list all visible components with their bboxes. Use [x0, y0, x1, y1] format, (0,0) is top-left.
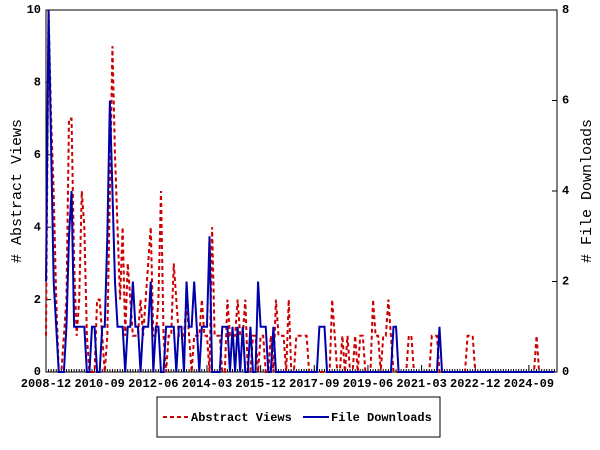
x-tick-label: 2019-06	[343, 377, 393, 391]
series-line	[45, 9, 555, 373]
x-tick-label: 2008-12	[21, 377, 71, 391]
y2-tick-label: 4	[562, 184, 569, 198]
x-tick-label: 2014-03	[182, 377, 232, 391]
y-tick-label: 2	[34, 293, 41, 307]
y-tick-label: 10	[27, 3, 41, 17]
x-tick-label: 2022-12	[450, 377, 500, 391]
y-tick-label: 8	[34, 76, 41, 90]
x-tick-label: 2021-03	[396, 377, 446, 391]
x-tick-label: 2015-12	[235, 377, 285, 391]
y-tick-label: 6	[34, 148, 41, 162]
y2-axis-title: # File Downloads	[579, 119, 596, 263]
y-tick-label: 0	[34, 365, 41, 379]
y-tick-label: 4	[34, 220, 41, 234]
y2-tick-label: 6	[562, 94, 569, 108]
x-tick-label: 2017-09	[289, 377, 339, 391]
legend-label: Abstract Views	[191, 411, 292, 425]
y2-tick-label: 2	[562, 275, 569, 289]
legend-label: File Downloads	[331, 411, 432, 425]
x-tick-label: 2012-06	[128, 377, 178, 391]
legend	[156, 396, 441, 438]
plot-frame	[45, 9, 558, 373]
x-tick-label: 2024-09	[504, 377, 554, 391]
y2-tick-label: 8	[562, 3, 569, 17]
y2-tick-label: 0	[562, 365, 569, 379]
y-axis-title: # Abstract Views	[9, 119, 26, 263]
x-tick-label: 2010-09	[74, 377, 124, 391]
series-line	[45, 9, 555, 373]
